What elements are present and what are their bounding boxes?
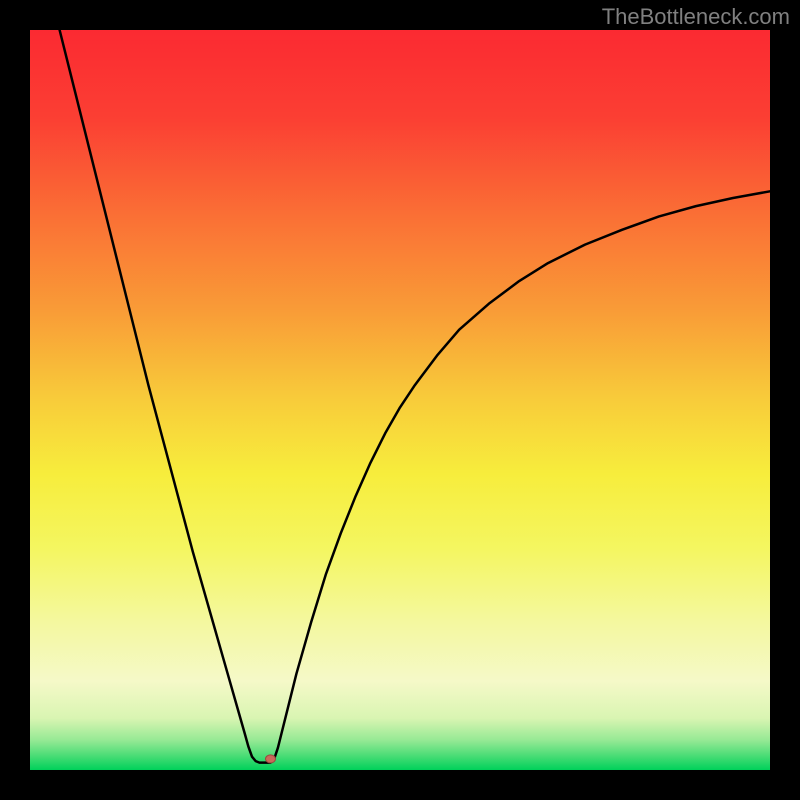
- chart-svg: [0, 0, 800, 800]
- bottleneck-chart: TheBottleneck.com: [0, 0, 800, 800]
- watermark-text: TheBottleneck.com: [602, 4, 790, 30]
- optimum-marker: [266, 755, 276, 763]
- plot-background: [30, 30, 770, 770]
